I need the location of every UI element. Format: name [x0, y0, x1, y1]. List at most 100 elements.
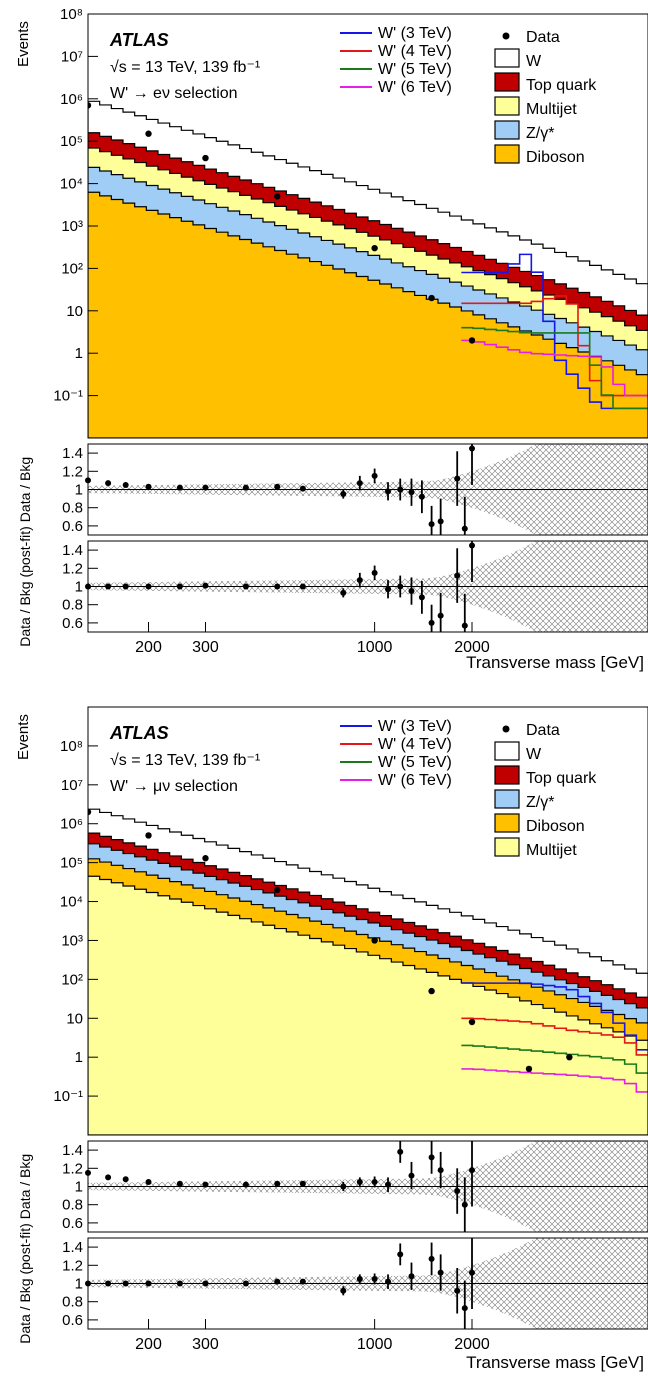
ratio-data-point [274, 1180, 281, 1187]
legend-signal-label: W' (5 TeV) [378, 754, 452, 771]
data-point [566, 1053, 573, 1061]
ratio-data-point [274, 1278, 281, 1285]
x-tick-label: 300 [192, 1336, 219, 1353]
ratio-data-point [385, 488, 392, 495]
ratio-data-point [418, 594, 425, 601]
ratio-y-tick-label: 1.2 [62, 560, 83, 577]
ratio-data-point [105, 1280, 112, 1287]
x-tick-label: 1000 [357, 639, 393, 656]
ratio-data-point [356, 1275, 363, 1282]
ratio-y-tick-label: 0.8 [62, 500, 83, 517]
legend-signal-label: W' (6 TeV) [378, 772, 452, 789]
signal-line-2 [461, 326, 648, 410]
ratio-data-point [461, 622, 468, 629]
ratio-data-point [428, 1154, 435, 1161]
y-tick-label: 1 [75, 1049, 83, 1066]
legend-background-swatch [494, 837, 520, 857]
ratio-y-tick-label: 0.8 [62, 597, 83, 614]
ratio-data-point [176, 1280, 183, 1287]
y-tick-label: 10⁻¹ [53, 1088, 83, 1105]
ratio-y-axis-label: Data / Bkg [17, 1154, 33, 1219]
y-tick-label: 10⁵ [60, 855, 83, 872]
energy-label: √s = 13 TeV, 139 fb⁻¹ [110, 752, 260, 769]
signal-line-0 [461, 982, 648, 1051]
x-tick-label: 300 [192, 639, 219, 656]
data-point [371, 244, 378, 252]
y-tick-label: 10⁵ [60, 133, 83, 150]
ratio-data-point [242, 1181, 249, 1188]
ratio-data-point [340, 1183, 347, 1190]
ratio-data-point [461, 1201, 468, 1208]
x-tick-label: 2000 [454, 1336, 490, 1353]
ratio-y-tick-label: 1 [75, 1276, 83, 1293]
chart-muon: 10⁻¹ 1 10 10² 10³ 10⁴ 10⁵ 10⁶ 10⁷ 10⁸ Events ATLAS √… [15, 706, 648, 1372]
y-tick-label: 10⁶ [60, 816, 83, 833]
ratio-data-point [428, 521, 435, 528]
ratio-data-point [242, 1280, 249, 1287]
stacked-background [88, 100, 648, 438]
chart-electron: 10⁻¹ 1 10 10² 10³ 10⁴ 10⁵ 10⁶ 10⁷ 10⁸ Events ATLAS √… [15, 6, 648, 672]
ratio-y-tick-label: 1 [75, 579, 83, 596]
ratio-y-axis-label: Data / Bkg (post-fit) [17, 1223, 33, 1344]
ratio-data-point [469, 1269, 476, 1276]
ratio-data-point [371, 1178, 378, 1185]
data-point [371, 937, 378, 944]
data-point [428, 987, 435, 995]
legend-background-swatch [494, 144, 520, 164]
legend-signal-label: W' (5 TeV) [378, 61, 452, 78]
ratio-data-point [408, 1273, 415, 1280]
legend-background-label: Data [526, 722, 560, 739]
ratio-data-point [469, 445, 476, 452]
data-point [428, 294, 435, 302]
ratio-data-point [454, 1287, 461, 1294]
legend-background-label: Z/γ* [526, 125, 554, 142]
legend-data-swatch [502, 725, 510, 733]
ratio-data-point [385, 586, 392, 593]
ratio-y-tick-label: 0.6 [62, 615, 83, 632]
ratio-data-point [145, 483, 152, 490]
ratio-data-point [202, 582, 209, 589]
y-axis-label: Events [15, 21, 32, 67]
ratio-data-point [176, 1180, 183, 1187]
ratio-data-point [202, 1280, 209, 1287]
ratio-data-point [176, 583, 183, 590]
ratio-data-point [202, 1181, 209, 1188]
data-point [88, 102, 92, 109]
ratio-data-point [397, 486, 404, 493]
ratio-data-point [356, 577, 363, 584]
ratio-y-tick-label: 0.6 [62, 1215, 83, 1232]
legend-background-swatch [494, 48, 520, 68]
ratio-data-point [461, 1305, 468, 1312]
ratio-data-point [408, 1172, 415, 1179]
legend-background-label: Multijet [526, 101, 577, 118]
legend-background-swatch [494, 96, 520, 116]
ratio-data-point [428, 1255, 435, 1262]
data-point [145, 832, 152, 839]
selection-label: W' → μν selection [110, 778, 238, 795]
ratio-data-point [454, 1188, 461, 1195]
legend-signal-label: W' (3 TeV) [378, 718, 452, 735]
ratio-data-point [105, 583, 112, 590]
ratio-data-point [202, 484, 209, 491]
ratio-data-point [145, 1178, 152, 1185]
ratio-data-point [385, 1181, 392, 1188]
y-tick-label: 10³ [61, 218, 83, 235]
data-point [468, 337, 476, 344]
signal-line-2 [461, 1044, 648, 1074]
ratio-y-tick-label: 0.8 [62, 1197, 83, 1214]
data-point [202, 154, 209, 162]
ratio-y-tick-label: 1.2 [62, 1257, 83, 1274]
ratio-data-point [122, 481, 129, 488]
ratio-data-point [105, 480, 112, 487]
ratio-data-point [299, 583, 306, 590]
ratio-data-point [428, 619, 435, 626]
ratio-data-point [397, 1251, 404, 1258]
legend-signal-label: W' (4 TeV) [378, 43, 452, 60]
legend-signal-label: W' (3 TeV) [378, 25, 452, 42]
legend-background-label: Z/γ* [526, 794, 554, 811]
y-tick-label: 10⁻¹ [53, 388, 83, 405]
signal-line-0 [461, 253, 648, 410]
legend-signal-label: W' (4 TeV) [378, 736, 452, 753]
ratio-y-tick-label: 0.6 [62, 1312, 83, 1329]
x-axis-label: Transverse mass [GeV] [466, 1353, 644, 1372]
